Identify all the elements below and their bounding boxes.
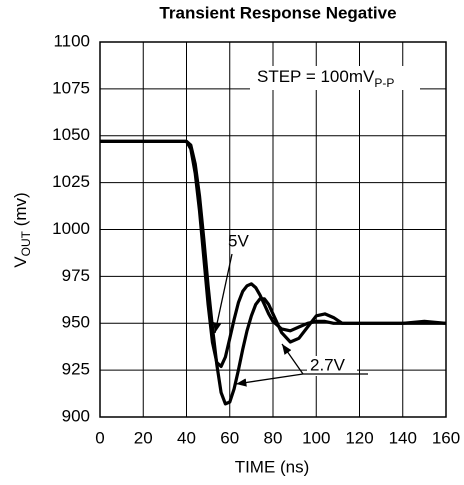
y-tick-label: 1100 xyxy=(53,31,90,50)
x-tick-label: 40 xyxy=(177,428,196,447)
y-axis-label: VOUT (mv) xyxy=(11,192,33,267)
y-tick-label: 1050 xyxy=(52,125,90,144)
y-tick-label: 925 xyxy=(62,360,90,379)
y-tick-label: 1075 xyxy=(52,78,90,97)
y-tick-label: 1025 xyxy=(52,172,90,191)
x-axis-label: TIME (ns) xyxy=(235,457,310,476)
x-tick-label: 140 xyxy=(389,428,417,447)
x-tick-label: 80 xyxy=(264,428,283,447)
x-tick-label: 0 xyxy=(95,428,104,447)
y-axis-label-sub: OUT xyxy=(19,230,33,256)
x-tick-label: 160 xyxy=(432,428,460,447)
y-tick-label: 1000 xyxy=(52,219,90,238)
annotation-sub: P-P xyxy=(374,76,394,90)
arrow xyxy=(213,253,233,334)
y-tick-label: 900 xyxy=(62,406,90,425)
annotation: 2.7V xyxy=(310,355,346,374)
annotation-bg xyxy=(250,66,420,90)
arrow xyxy=(235,373,304,387)
annotation: STEP = 100mVP-P xyxy=(257,67,394,90)
x-tick-label: 100 xyxy=(302,428,330,447)
x-tick-label: 20 xyxy=(134,428,153,447)
annotation-bg xyxy=(307,356,357,376)
series-line xyxy=(100,139,447,406)
y-tick-label: 975 xyxy=(62,266,90,285)
annotation-text: STEP = 100mV xyxy=(257,67,375,86)
y-axis-label-main: V xyxy=(11,256,30,268)
chart-title: Transient Response Negative xyxy=(159,3,396,22)
y-axis-label-rest: (mv) xyxy=(11,192,30,231)
annotation: 5V xyxy=(228,231,249,250)
arrow xyxy=(281,343,304,375)
plot-frame xyxy=(99,41,447,418)
x-tick-label: 120 xyxy=(345,428,373,447)
x-tick-label: 60 xyxy=(220,428,239,447)
y-tick-label: 950 xyxy=(62,313,90,332)
